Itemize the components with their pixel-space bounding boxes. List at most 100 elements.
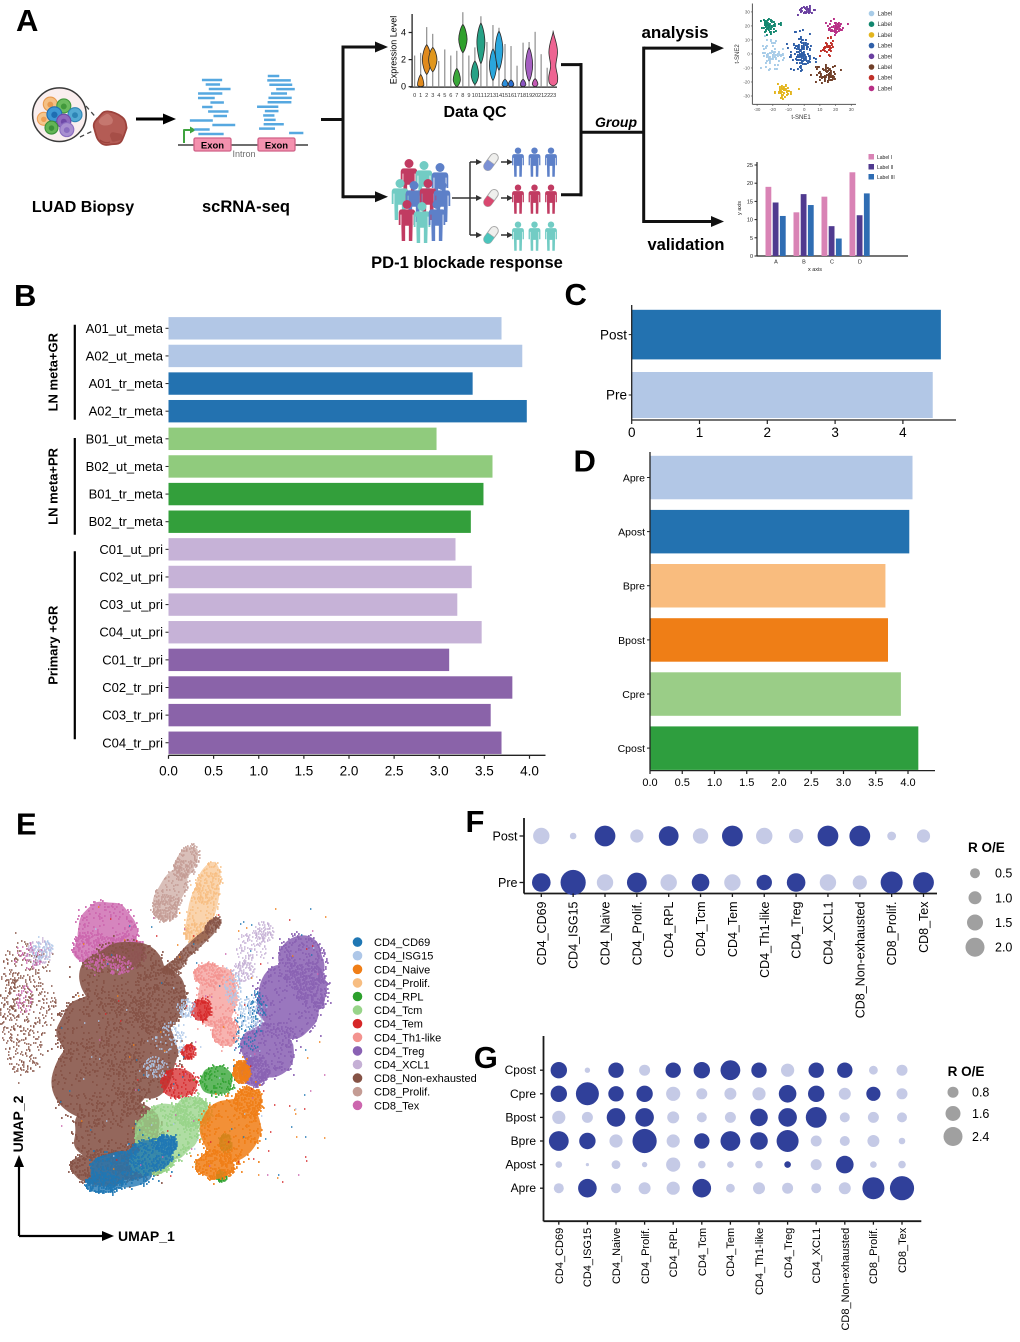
svg-text:Apre: Apre xyxy=(623,473,645,485)
svg-text:3.5: 3.5 xyxy=(475,764,494,779)
svg-text:CD4_CD69: CD4_CD69 xyxy=(535,901,549,965)
svg-text:D: D xyxy=(574,444,596,479)
svg-text:Bpost: Bpost xyxy=(618,635,645,647)
svg-text:3: 3 xyxy=(831,425,839,440)
svg-text:F: F xyxy=(466,804,485,839)
svg-text:4: 4 xyxy=(899,425,907,440)
svg-text:0: 0 xyxy=(628,425,636,440)
svg-text:16: 16 xyxy=(508,93,514,99)
svg-text:Cpost: Cpost xyxy=(618,743,646,755)
svg-text:0: 0 xyxy=(413,93,416,99)
svg-text:0: 0 xyxy=(401,82,406,92)
svg-text:1.5: 1.5 xyxy=(294,764,313,779)
svg-text:Exon: Exon xyxy=(265,141,288,152)
svg-text:CD8_Tex: CD8_Tex xyxy=(917,901,931,953)
svg-text:PD-1 blockade response: PD-1 blockade response xyxy=(371,254,563,272)
svg-text:0.0: 0.0 xyxy=(642,777,657,789)
svg-text:B01_ut_meta: B01_ut_meta xyxy=(86,431,164,446)
svg-text:5: 5 xyxy=(443,93,446,99)
svg-text:Group: Group xyxy=(595,114,637,130)
svg-text:CD4_CD69: CD4_CD69 xyxy=(374,937,430,949)
svg-text:CD8_Prolif.: CD8_Prolif. xyxy=(885,902,899,966)
svg-text:9: 9 xyxy=(467,93,470,99)
svg-text:2.0: 2.0 xyxy=(340,764,359,779)
svg-text:Apost: Apost xyxy=(618,527,645,539)
svg-text:2: 2 xyxy=(425,93,428,99)
svg-text:2.0: 2.0 xyxy=(771,777,786,789)
svg-text:Post: Post xyxy=(600,328,627,343)
svg-text:1.6: 1.6 xyxy=(972,1107,989,1121)
svg-text:1.5: 1.5 xyxy=(995,916,1012,930)
svg-text:12: 12 xyxy=(484,93,490,99)
svg-text:CD4_CD69: CD4_CD69 xyxy=(554,1228,566,1284)
svg-text:R O/E: R O/E xyxy=(968,840,1005,855)
svg-text:CD4_Tcm: CD4_Tcm xyxy=(697,1228,709,1276)
svg-text:1.0: 1.0 xyxy=(995,891,1012,905)
svg-text:CD4_ISG15: CD4_ISG15 xyxy=(567,901,581,968)
svg-text:22: 22 xyxy=(544,93,550,99)
svg-text:LN meta+PR: LN meta+PR xyxy=(46,447,61,525)
svg-text:G: G xyxy=(474,1040,498,1075)
svg-text:30: 30 xyxy=(849,107,855,112)
svg-text:2.5: 2.5 xyxy=(385,764,404,779)
svg-text:21: 21 xyxy=(538,93,544,99)
svg-text:18: 18 xyxy=(520,93,526,99)
svg-text:-20: -20 xyxy=(743,79,750,84)
svg-text:20: 20 xyxy=(833,107,839,112)
svg-text:8: 8 xyxy=(461,93,464,99)
svg-text:Label II: Label II xyxy=(877,165,893,171)
svg-text:14: 14 xyxy=(496,93,502,99)
svg-text:3.0: 3.0 xyxy=(836,777,851,789)
svg-text:C04_tr_pri: C04_tr_pri xyxy=(102,735,163,750)
svg-text:CD4_RPL: CD4_RPL xyxy=(668,1228,680,1278)
svg-text:CD4_Naive: CD4_Naive xyxy=(611,1228,623,1284)
svg-text:CD4_RPL: CD4_RPL xyxy=(374,992,424,1004)
svg-text:15: 15 xyxy=(502,93,508,99)
svg-text:Post: Post xyxy=(492,830,518,844)
svg-text:3: 3 xyxy=(431,93,434,99)
svg-text:7: 7 xyxy=(455,93,458,99)
svg-text:CD4_RPL: CD4_RPL xyxy=(662,901,676,957)
svg-text:Apre: Apre xyxy=(511,1181,537,1195)
svg-text:UMAP_2: UMAP_2 xyxy=(10,1095,26,1152)
svg-text:2.5: 2.5 xyxy=(804,777,819,789)
svg-text:20: 20 xyxy=(747,181,753,187)
svg-text:A02_ut_meta: A02_ut_meta xyxy=(86,348,164,363)
svg-text:0.0: 0.0 xyxy=(159,764,178,779)
svg-text:CD4_Prolif.: CD4_Prolif. xyxy=(640,1228,652,1284)
svg-text:1: 1 xyxy=(696,425,704,440)
svg-text:CD4_Naive: CD4_Naive xyxy=(599,901,613,965)
svg-text:3.0: 3.0 xyxy=(430,764,449,779)
svg-text:0.5: 0.5 xyxy=(204,764,223,779)
svg-text:Cpre: Cpre xyxy=(622,689,645,701)
svg-text:Bpost: Bpost xyxy=(505,1110,536,1124)
svg-text:1.0: 1.0 xyxy=(707,777,722,789)
svg-text:B: B xyxy=(14,278,36,313)
svg-text:x axis: x axis xyxy=(808,267,822,273)
svg-text:CD4_Th1-like: CD4_Th1-like xyxy=(754,1228,766,1295)
svg-text:Label: Label xyxy=(878,12,893,18)
svg-text:scRNA-seq: scRNA-seq xyxy=(202,198,290,216)
svg-text:Apost: Apost xyxy=(505,1158,536,1172)
svg-text:0.5: 0.5 xyxy=(675,777,690,789)
svg-text:Label: Label xyxy=(878,33,893,39)
svg-text:CD8_Non-exhausted: CD8_Non-exhausted xyxy=(374,1073,477,1085)
svg-text:Label: Label xyxy=(878,22,893,28)
svg-text:Label: Label xyxy=(878,54,893,60)
svg-text:10: 10 xyxy=(745,37,751,42)
svg-text:23: 23 xyxy=(550,93,556,99)
svg-text:Bpre: Bpre xyxy=(623,581,645,593)
svg-text:Label: Label xyxy=(878,65,893,71)
svg-text:E: E xyxy=(16,807,37,842)
svg-text:A01_tr_meta: A01_tr_meta xyxy=(89,376,164,391)
svg-text:CD4_Tem: CD4_Tem xyxy=(726,902,740,958)
svg-text:-10: -10 xyxy=(785,107,792,112)
svg-text:1.5: 1.5 xyxy=(739,777,754,789)
svg-text:validation: validation xyxy=(647,236,724,254)
svg-text:0: 0 xyxy=(750,254,753,260)
svg-text:0.5: 0.5 xyxy=(995,867,1012,881)
svg-text:CD4_XCL1: CD4_XCL1 xyxy=(374,1060,430,1072)
svg-text:C04_ut_pri: C04_ut_pri xyxy=(99,625,163,640)
svg-text:CD4_Treg: CD4_Treg xyxy=(783,1228,795,1278)
svg-text:2: 2 xyxy=(764,425,772,440)
